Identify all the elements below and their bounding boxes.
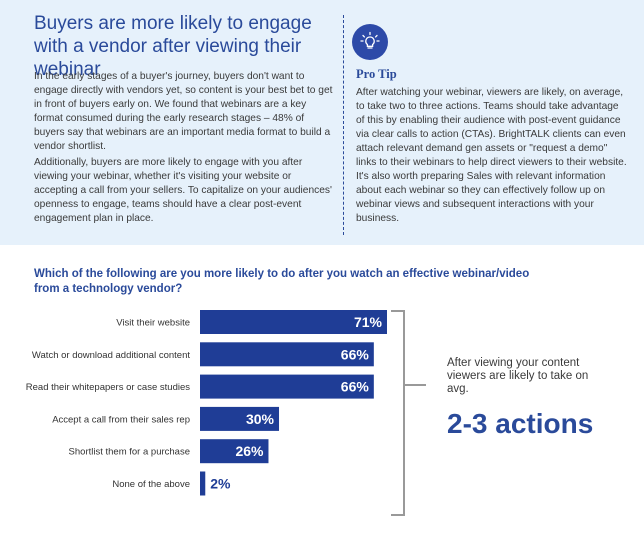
pro-tip-body: After watching your webinar, viewers are… [356, 87, 627, 224]
value-label: 30% [246, 411, 275, 427]
bar [200, 439, 269, 464]
summary-bracket-tick [404, 384, 426, 386]
bar [200, 471, 206, 496]
page-title: Buyers are more likely to engage with a … [34, 13, 312, 80]
category-label: Watch or download additional content [32, 350, 190, 361]
intro-paragraph-1: In the early stages of a buyer's journey… [34, 71, 333, 152]
value-label: 66% [341, 379, 370, 395]
category-label: Shortlist them for a purchase [69, 447, 190, 458]
pro-tip-title: Pro Tip [356, 67, 397, 81]
category-label: None of the above [112, 479, 190, 490]
chart-title: Which of the following are you more like… [34, 268, 530, 295]
category-label: Accept a call from their sales rep [52, 414, 190, 425]
category-label: Visit their website [116, 318, 190, 329]
bar [200, 374, 374, 399]
bar-chart: Visit their website 71% Watch or download … [26, 310, 387, 496]
lightbulb-icon [352, 24, 388, 60]
value-label: 66% [341, 346, 370, 362]
section-divider [343, 15, 344, 235]
intro-paragraph-2: Additionally, buyers are more likely to … [34, 157, 332, 224]
value-label: 71% [354, 314, 383, 330]
intro-panel [0, 0, 644, 245]
bar [200, 342, 374, 367]
bar [200, 310, 387, 334]
callout-highlight: 2-3 actions [447, 408, 594, 439]
bar [200, 406, 280, 431]
callout-text: After viewing your content viewers are l… [447, 357, 589, 395]
category-label: Read their whitepapers or case studies [26, 382, 190, 393]
value-label: 26% [235, 443, 264, 459]
value-label: 2% [210, 476, 231, 492]
summary-bracket [391, 310, 405, 516]
